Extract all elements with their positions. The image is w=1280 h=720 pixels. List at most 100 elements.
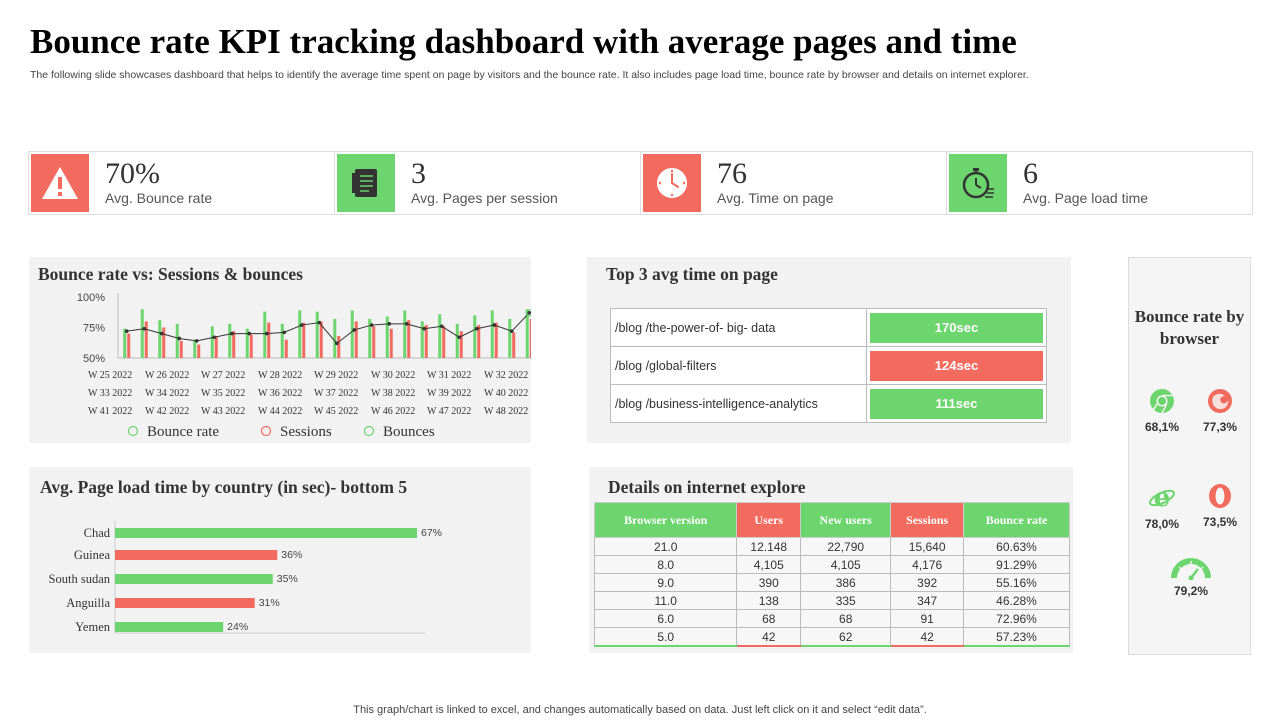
table-cell: 15,640 <box>890 537 965 556</box>
x-tick-label: W 43 2022 <box>201 406 245 417</box>
kpi-bounce-rate: 70% Avg. Bounce rate <box>29 152 335 214</box>
sessions-bar <box>337 336 341 358</box>
bounce-rate-point <box>212 335 217 340</box>
bounce-rate-point <box>404 322 409 326</box>
bounce-rate-point <box>177 336 182 341</box>
table-cell: 12.148 <box>736 537 802 556</box>
table-cell: 91 <box>890 609 965 628</box>
sessions-bar <box>249 334 253 358</box>
bounces-bar <box>438 314 442 358</box>
bounce-rate-line <box>126 312 530 345</box>
page-title: Bounce rate KPI tracking dashboard with … <box>30 22 1017 61</box>
column-header: New users <box>800 502 892 538</box>
bounces-bar <box>420 321 424 358</box>
table-cell: 46.28% <box>963 591 1070 610</box>
bounces-bar <box>455 323 459 358</box>
table-cell: 55.16% <box>963 573 1070 592</box>
bounces-bar <box>280 323 284 358</box>
browser-opera: 73,5% <box>1190 483 1250 529</box>
document-icon <box>337 154 395 212</box>
bounce-rate-point <box>527 311 531 315</box>
y-tick-label: 75% <box>83 323 105 335</box>
legend-marker <box>363 425 375 437</box>
bounces-bar <box>525 309 529 358</box>
top3-panel: Top 3 avg time on page /blog /the-power-… <box>587 257 1071 443</box>
ie-table: Browser version Users New users Sessions… <box>593 502 1070 647</box>
browser-value: 68,1% <box>1144 420 1180 434</box>
table-row: 5.0 42 62 42 57.23% <box>593 627 1070 647</box>
table-cell: 91.29% <box>963 555 1070 574</box>
x-tick-label: W 37 2022 <box>314 388 358 399</box>
bounces-bar <box>368 318 372 358</box>
bounces-bar <box>385 316 389 358</box>
table-row: /blog /global-filters 124sec <box>610 346 1047 385</box>
sessions-bar <box>494 322 498 358</box>
table-cell: 68 <box>736 609 802 628</box>
sessions-bar <box>179 340 183 358</box>
browser-value: 73,5% <box>1202 515 1238 529</box>
page-path: /blog /global-filters <box>610 346 867 385</box>
x-tick-label: W 40 2022 <box>484 388 528 399</box>
table-cell: 4,176 <box>890 555 965 574</box>
page-subtitle: The following slide showcases dashboard … <box>30 69 1029 81</box>
legend-marker <box>127 425 139 437</box>
kpi-time-on-page: 76 Avg. Time on page <box>641 152 947 214</box>
sessions-bar <box>302 322 306 358</box>
browser-firefox: 77,3% <box>1190 388 1250 434</box>
x-tick-label: W 45 2022 <box>314 406 358 417</box>
bounce-rate-point <box>352 328 357 332</box>
sessions-bar <box>284 339 288 358</box>
kpi-value: 6 <box>1023 157 1038 190</box>
bounce-rate-point <box>317 320 322 325</box>
table-cell: 138 <box>736 591 802 610</box>
table-cell: 4,105 <box>800 555 892 574</box>
bounces-bar <box>175 323 179 358</box>
value-label: 67% <box>421 527 442 539</box>
bounces-bar <box>315 311 319 358</box>
ie-panel: Details on internet explore Browser vers… <box>589 467 1073 653</box>
kpi-label: Avg. Page load time <box>1023 190 1149 206</box>
table-cell: 22,790 <box>800 537 892 556</box>
x-tick-label: W 30 2022 <box>371 370 415 381</box>
bounce-rate-point <box>229 331 234 336</box>
bounces-bar <box>158 320 162 358</box>
sessions-bar <box>442 326 446 358</box>
y-tick-label: 100% <box>77 292 105 304</box>
top3-title: Top 3 avg time on page <box>606 264 778 284</box>
bounce-rate-point <box>142 326 147 331</box>
table-cell: 8.0 <box>593 555 738 574</box>
table-cell: 5.0 <box>593 627 738 647</box>
sessions-bar <box>267 322 271 358</box>
kpi-value: 76 <box>717 157 747 190</box>
opera-icon <box>1209 484 1231 508</box>
kpi-page-load-time: 6 Avg. Page load time <box>947 152 1252 214</box>
table-cell: 392 <box>890 573 965 592</box>
ie-title: Details on internet explore <box>608 477 806 497</box>
bounces-bar <box>333 318 337 358</box>
browser-gauge: 79,2% <box>1161 556 1221 598</box>
category-label: Guinea <box>74 548 111 562</box>
sessions-bar <box>372 326 376 358</box>
x-tick-label: W 28 2022 <box>258 370 302 381</box>
svg-text:e: e <box>1154 483 1171 511</box>
bounce-rate-point <box>124 329 129 333</box>
table-row: 9.0 390 386 392 55.16% <box>593 573 1070 592</box>
page-path: /blog /business-intelligence-analytics <box>610 384 867 423</box>
bounce-rate-point <box>247 331 252 336</box>
top3-table: /blog /the-power-of- big- data 170sec /b… <box>610 308 1047 423</box>
legend-label: Bounce rate <box>147 424 219 440</box>
bounce-rate-point <box>422 326 427 331</box>
bounces-bar <box>228 323 232 358</box>
x-tick-label: W 31 2022 <box>427 370 471 381</box>
bounce-rate-point <box>264 331 269 336</box>
sessions-bar <box>424 325 428 358</box>
kpi-row: 70% Avg. Bounce rate 3 Avg. Pages per se… <box>28 151 1253 215</box>
bounces-bar <box>490 310 494 358</box>
x-tick-label: W 25 2022 <box>88 370 132 381</box>
browser-panel: Bounce rate by browser 68,1% 77,3% e 78,… <box>1128 257 1251 655</box>
sessions-bar <box>232 331 236 358</box>
load-bar <box>115 598 255 608</box>
sessions-bar <box>512 332 516 358</box>
sessions-bar <box>389 328 393 358</box>
x-tick-label: W 35 2022 <box>201 388 245 399</box>
